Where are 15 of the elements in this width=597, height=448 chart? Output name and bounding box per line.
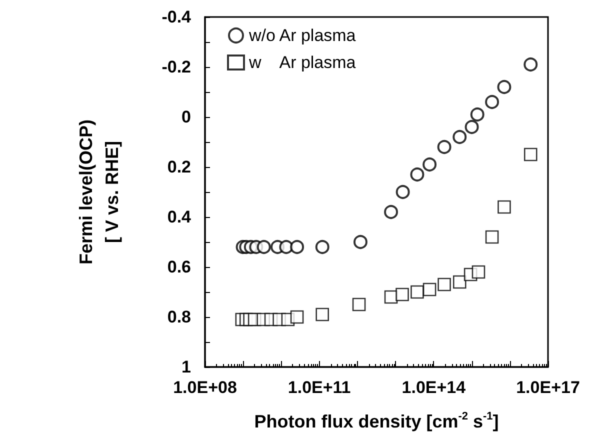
y-tick-label: 0.6	[167, 258, 191, 276]
x-tick-label: 1.0E+08	[173, 378, 237, 397]
y-tick-label: 1	[182, 358, 191, 376]
x-tick-label: 1.0E+11	[288, 378, 351, 397]
x-tick-label: 1.0E+14	[402, 378, 466, 397]
y-tick-label: 0.2	[167, 158, 191, 176]
y-tick-label: 0.4	[167, 208, 192, 226]
y-axis-title: Fermi level(OCP) [ V vs. RHE]	[76, 119, 122, 265]
x-tick-label: 1.0E+17	[516, 378, 580, 397]
y-tick-label: 0.8	[167, 308, 191, 326]
y-tick-label: -0.2	[162, 58, 191, 76]
legend-label: w Ar plasma	[248, 53, 356, 72]
y-tick-label: 0	[182, 108, 191, 126]
y-tick-label: -0.4	[162, 8, 192, 26]
legend-label: w/o Ar plasma	[248, 26, 356, 45]
